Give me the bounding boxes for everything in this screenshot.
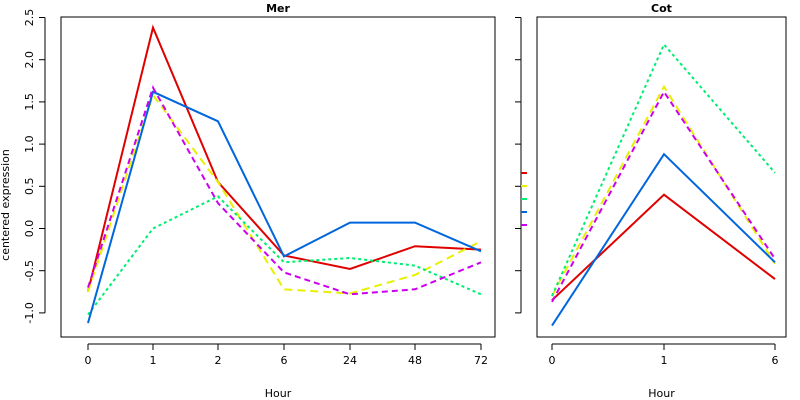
series-line <box>551 152 776 327</box>
x-tick-label: 6 <box>772 354 779 367</box>
y-tick-label: 2.0 <box>23 51 36 68</box>
panel-title: Mer <box>266 2 290 15</box>
x-tick-label: 1 <box>150 354 157 367</box>
x-tick-label: 72 <box>474 354 488 367</box>
y-tick-label: 2.5 <box>23 9 36 27</box>
chart-panel-cot: Cot 0 1 6 Hour <box>515 2 787 400</box>
y-tick-label: 1.5 <box>23 93 36 111</box>
x-tick-label: 2 <box>215 354 222 367</box>
x-tick-label: 0 <box>85 354 92 367</box>
series-line <box>87 85 482 296</box>
x-tick-label: 1 <box>661 354 668 367</box>
x-tick-label: 24 <box>343 354 357 367</box>
y-tick-label: 1.0 <box>23 135 36 153</box>
plot-frame <box>536 16 787 338</box>
y-tick-label: 0.0 <box>23 220 36 238</box>
x-axis-title: Hour <box>648 387 675 400</box>
chart-panel-mer: Mer 0 1 2 6 24 48 72 Hour -1.0 -0.5 0.0 0.5 1.0 1.5 2.0… <box>23 2 496 400</box>
x-axis-title: Hour <box>265 387 292 400</box>
series-line <box>87 90 482 324</box>
y-axis-title: centered expression <box>0 149 12 261</box>
panel-title: Cot <box>651 2 672 15</box>
series-line <box>551 84 776 297</box>
y-tick-label: -0.5 <box>23 260 36 281</box>
plot-frame <box>60 16 496 338</box>
series-line <box>551 193 776 301</box>
x-tick-label: 48 <box>408 354 422 367</box>
series-line <box>551 89 776 303</box>
series-line <box>87 24 482 293</box>
x-tick-label: 6 <box>281 354 288 367</box>
x-tick-label: 0 <box>549 354 556 367</box>
series-line <box>551 42 776 297</box>
y-tick-label: -1.0 <box>23 302 36 323</box>
y-tick-label: 0.5 <box>23 178 36 196</box>
series-line <box>87 92 482 295</box>
